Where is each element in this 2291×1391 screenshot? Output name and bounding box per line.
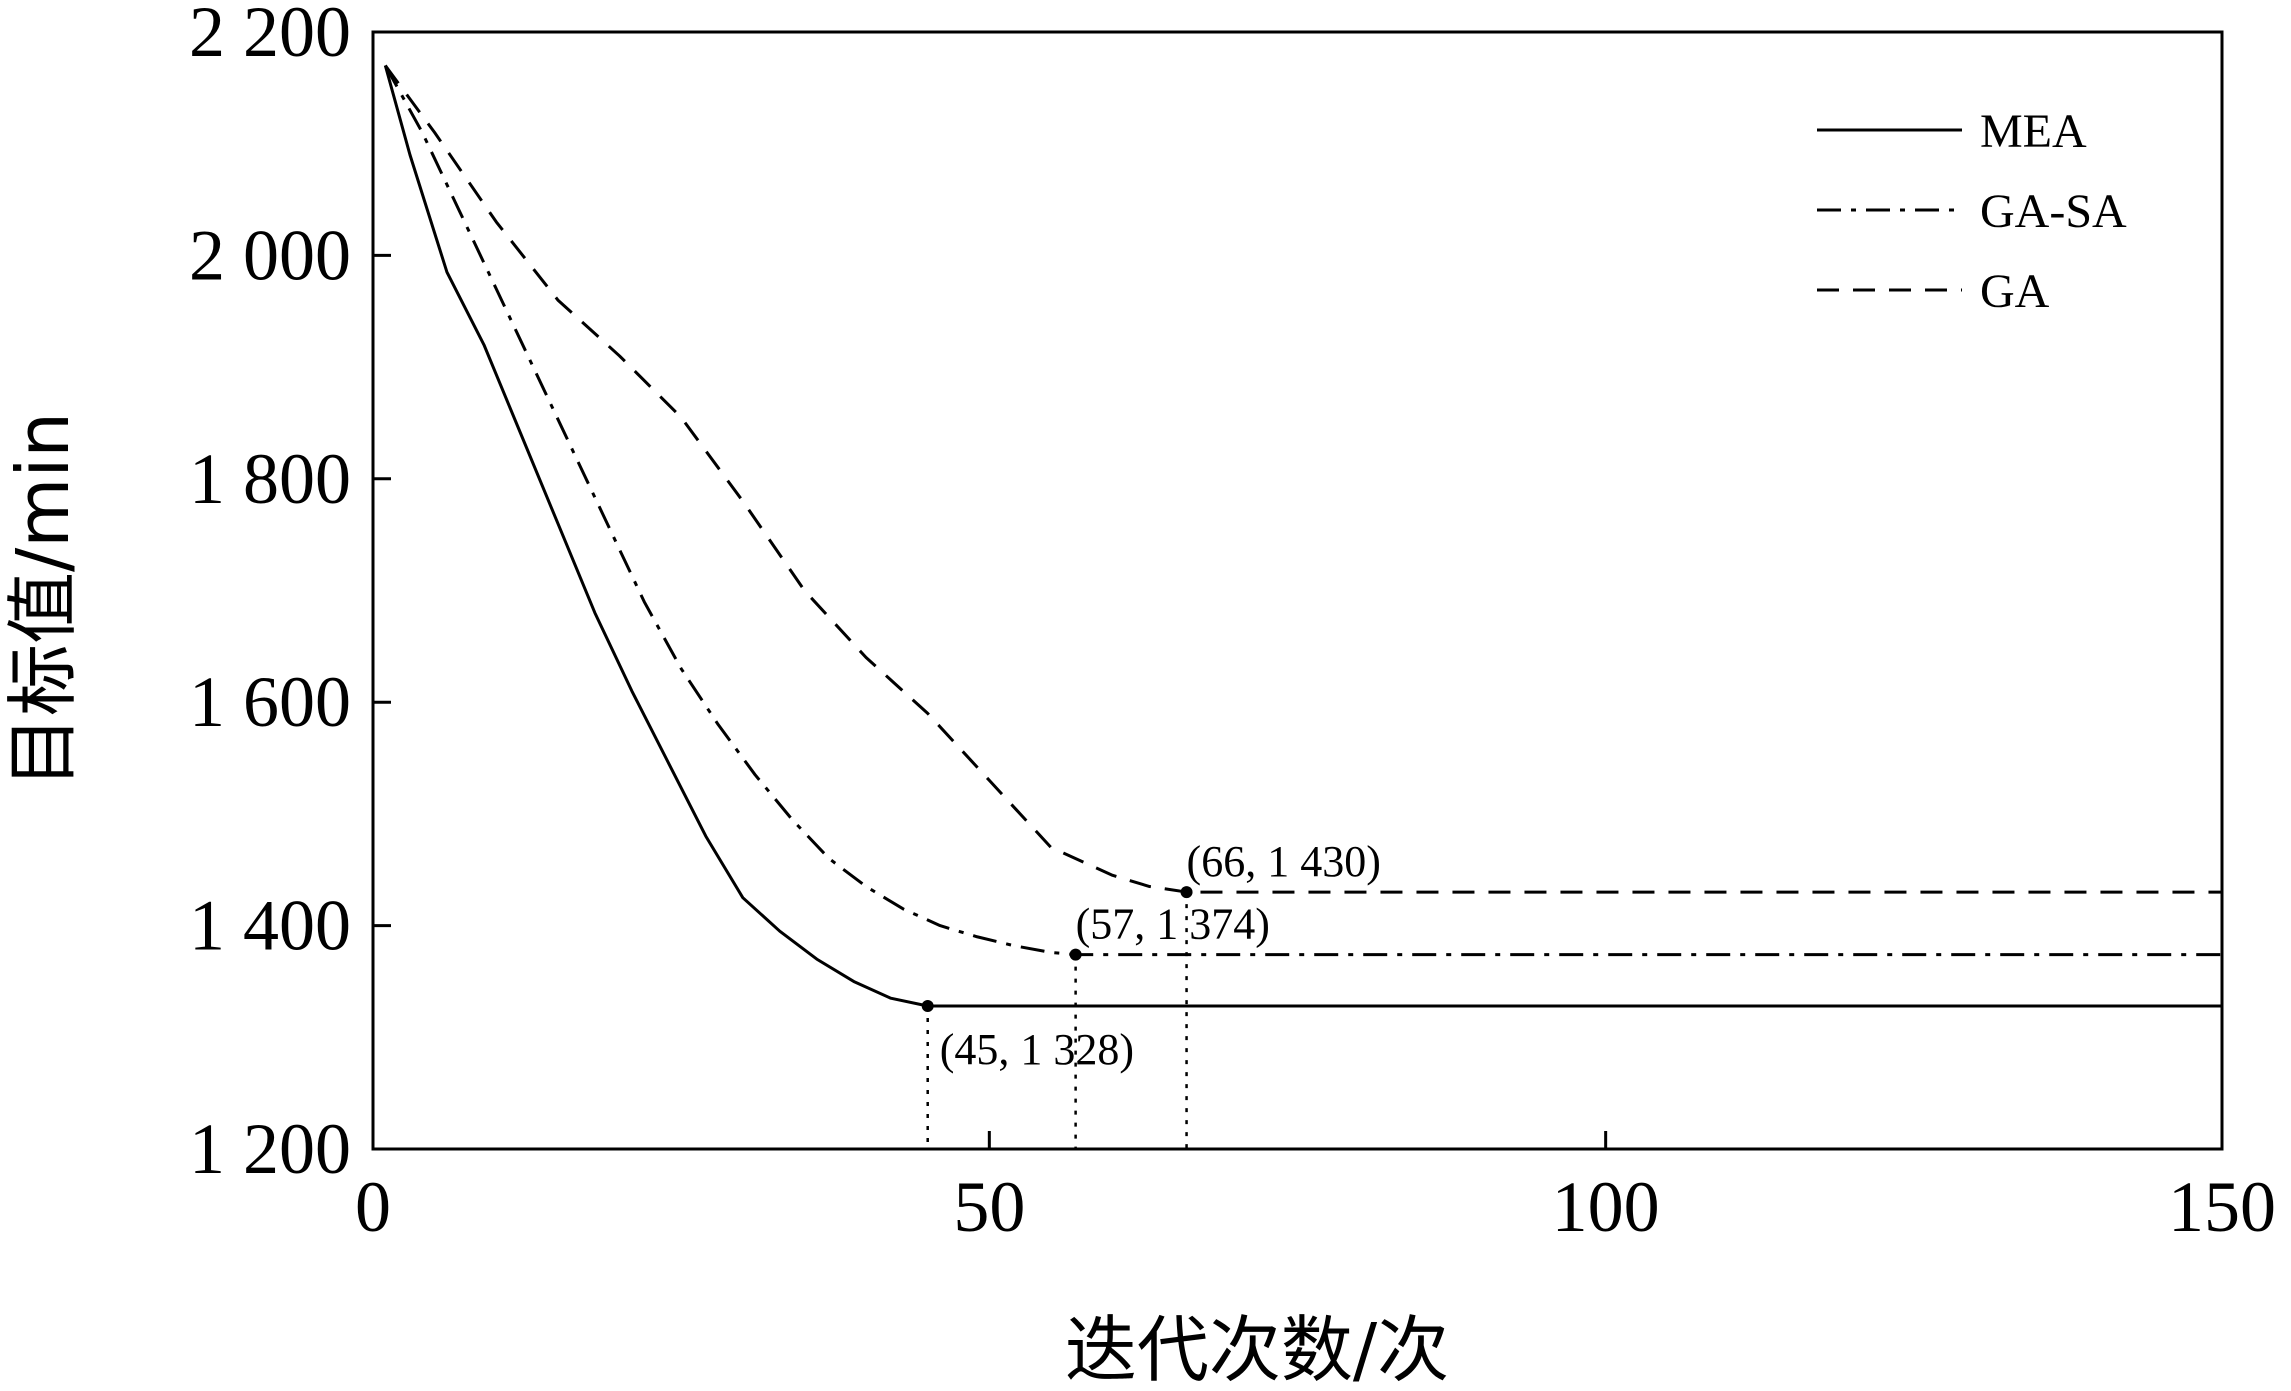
- annotation-marker: [1180, 886, 1193, 899]
- y-tick-label: 1 200: [189, 1109, 351, 1189]
- x-tick-label: 0: [355, 1167, 391, 1247]
- y-axis-title: 目标值/min: [1, 412, 85, 788]
- series-line-mea: [383, 65, 2222, 1008]
- y-tick-label: 1 600: [189, 662, 351, 742]
- plot-frame: [371, 30, 2224, 1151]
- annotation-marker: [921, 1000, 934, 1013]
- legend-label: GA: [1980, 265, 2050, 318]
- annotation-label: (45, 1 328): [940, 1025, 1134, 1074]
- x-tick-label: 50: [953, 1167, 1025, 1247]
- x-tick-label: 150: [2168, 1167, 2276, 1247]
- y-tick-label: 1 400: [189, 886, 351, 966]
- x-tick-label: 100: [1552, 1167, 1660, 1247]
- annotation-label: (66, 1 430): [1187, 837, 1381, 886]
- legend-label: MEA: [1980, 105, 2087, 158]
- series-line-ga: [384, 64, 2222, 894]
- legend-label: GA-SA: [1980, 185, 2127, 238]
- x-axis-title: 迭代次数/次: [1065, 1308, 1449, 1391]
- series-line-ga-sa: [384, 64, 2222, 957]
- y-tick-label: 1 800: [189, 439, 351, 519]
- annotation-marker: [1069, 948, 1082, 961]
- y-tick-label: 2 200: [189, 0, 351, 72]
- plot-area: 0 50 100 150 1 200 1 400 1 600 1 800 2 000 2 200 (…: [189, 0, 2276, 1247]
- y-tick-label: 2 000: [189, 215, 351, 295]
- annotation-label: (57, 1 374): [1076, 900, 1270, 949]
